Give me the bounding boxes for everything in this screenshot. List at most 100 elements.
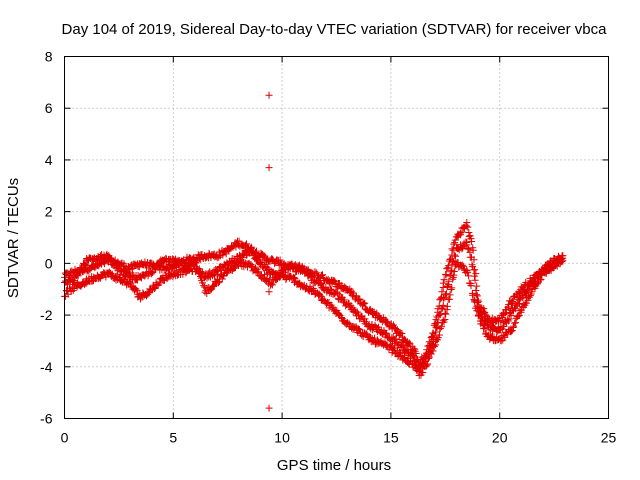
data-point [340, 296, 348, 304]
data-point [448, 284, 456, 292]
data-point [192, 264, 200, 272]
data-point [95, 275, 103, 283]
data-point [424, 349, 432, 357]
data-point [464, 223, 472, 231]
data-point [218, 275, 226, 283]
data-point [497, 337, 505, 345]
data-point [449, 257, 457, 265]
data-point [214, 267, 222, 275]
data-point [507, 328, 515, 336]
data-point [243, 240, 251, 248]
data-point [412, 359, 420, 367]
data-point [420, 361, 428, 369]
data-point [515, 311, 523, 319]
data-point [409, 352, 417, 360]
data-point [472, 291, 480, 299]
data-point [473, 292, 481, 300]
data-point [469, 291, 477, 299]
data-point [432, 323, 440, 331]
data-point [125, 269, 133, 277]
data-point [518, 294, 526, 302]
data-point [199, 279, 207, 287]
data-point [448, 266, 456, 274]
data-point [313, 269, 321, 277]
data-point [405, 339, 413, 347]
data-point [355, 296, 363, 304]
data-point [369, 307, 377, 315]
data-point [403, 348, 411, 356]
data-point [359, 299, 367, 307]
data-point [197, 273, 205, 281]
data-point [559, 252, 567, 260]
data-point [398, 329, 406, 337]
x-tick-labels: 0 5 10 15 20 25 [61, 430, 617, 446]
data-point [471, 276, 479, 284]
data-point [177, 258, 185, 266]
data-point [471, 297, 479, 305]
data-point [439, 279, 447, 287]
data-point [443, 265, 451, 273]
data-point [149, 268, 157, 276]
data-point [467, 282, 475, 290]
data-point [327, 286, 335, 294]
data-point [450, 257, 458, 265]
data-point [401, 354, 409, 362]
data-point [428, 340, 436, 348]
data-point [223, 269, 231, 277]
data-point [316, 291, 324, 299]
data-point [443, 302, 451, 310]
data-point [507, 312, 515, 320]
data-point [459, 243, 467, 251]
data-point [447, 268, 455, 276]
data-point [230, 264, 238, 272]
data-point [123, 281, 131, 289]
data-point [290, 274, 298, 282]
data-point [363, 318, 371, 326]
data-point [526, 292, 534, 300]
data-point [137, 295, 145, 303]
x-tick-label: 10 [274, 430, 290, 446]
data-point [503, 316, 511, 324]
y-tick-label: -4 [40, 359, 53, 375]
data-point [440, 276, 448, 284]
data-point [445, 277, 453, 285]
data-point [64, 290, 72, 298]
data-point [466, 232, 474, 240]
data-point [442, 271, 450, 279]
data-point [451, 251, 459, 259]
data-point [253, 247, 261, 255]
data-point [265, 164, 273, 172]
data-point [530, 281, 538, 289]
data-point [439, 301, 447, 309]
y-axis-label: SDTVAR / TECUs [5, 178, 22, 298]
data-point [452, 252, 460, 260]
data-point [265, 404, 273, 412]
data-point [317, 280, 325, 288]
data-point [516, 307, 524, 315]
data-point [82, 261, 90, 269]
data-point [303, 266, 311, 274]
y-tick-labels: -6 -4 -2 0 2 4 6 8 [40, 49, 53, 427]
data-point [515, 299, 523, 307]
x-tick-label: 0 [61, 430, 69, 446]
data-points [61, 91, 567, 412]
data-point [539, 265, 547, 273]
data-point [441, 316, 449, 324]
data-point [221, 248, 229, 256]
data-point [384, 318, 392, 326]
data-point [446, 272, 454, 280]
data-point [129, 264, 137, 272]
data-point [382, 329, 390, 337]
data-point [276, 271, 284, 279]
data-point [129, 271, 137, 279]
data-point [255, 260, 263, 268]
data-point [252, 264, 260, 272]
data-point [206, 287, 214, 295]
data-point [474, 299, 482, 307]
data-point [195, 269, 203, 277]
plot-frame [64, 56, 609, 419]
data-point [276, 256, 284, 264]
data-point [421, 357, 429, 365]
data-point [470, 266, 478, 274]
